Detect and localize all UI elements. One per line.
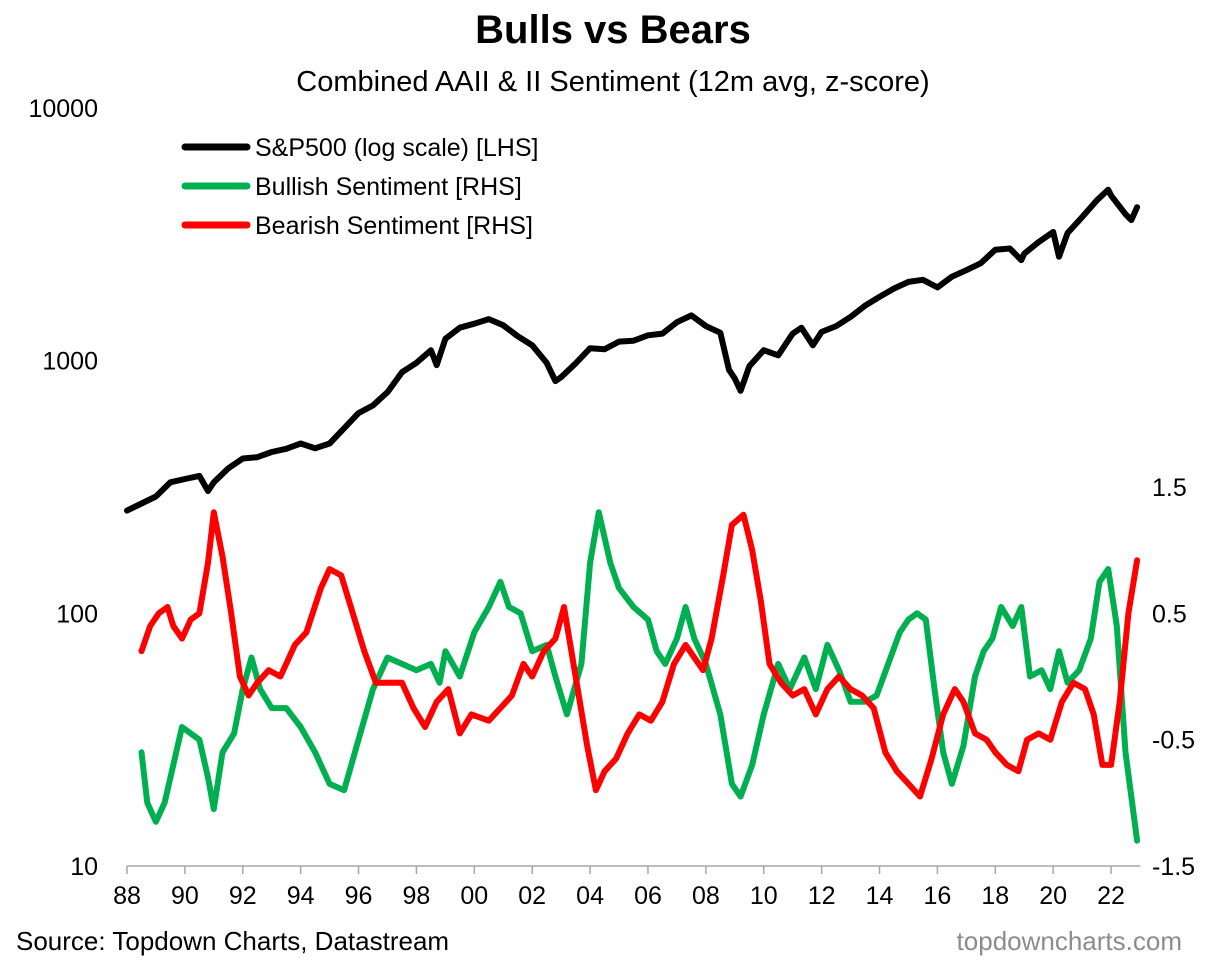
legend: S&P500 (log scale) [LHS] Bullish Sentimen… xyxy=(181,134,538,240)
chart-subtitle: Combined AAII & II Sentiment (12m avg, z… xyxy=(296,66,930,98)
series-lines xyxy=(124,186,1141,844)
x-tick-label: 14 xyxy=(866,882,894,910)
x-tick-label: 94 xyxy=(287,882,315,910)
y-right-tick-label: 0.5 xyxy=(1152,600,1187,628)
x-tick-label: 92 xyxy=(229,882,257,910)
sp500-line xyxy=(124,186,1141,514)
x-tick-label: 02 xyxy=(518,882,546,910)
y-left-tick-label: 10 xyxy=(70,853,98,881)
source-note: Source: Topdown Charts, Datastream xyxy=(16,926,450,956)
x-tick-label: 10 xyxy=(750,882,778,910)
y-right-tick-label: 1.5 xyxy=(1152,474,1187,502)
legend-label: S&P500 (log scale) [LHS] xyxy=(255,134,538,162)
axes: 88 90 92 94 96 98 00 02 04 06 08 10 12 14 16 18 20 22 10 10… xyxy=(28,95,1195,910)
legend-label: Bullish Sentiment [RHS] xyxy=(255,173,522,201)
x-tick-label: 98 xyxy=(403,882,431,910)
x-tick-label: 20 xyxy=(1039,882,1067,910)
bearish-sentiment-line xyxy=(138,509,1141,800)
x-tick-label: 08 xyxy=(692,882,720,910)
x-tick-label: 12 xyxy=(808,882,836,910)
y-right-tick-label: -0.5 xyxy=(1152,727,1195,755)
y-left-tick-label: 10000 xyxy=(28,95,98,123)
x-tick-label: 00 xyxy=(460,882,488,910)
y-left-tick-label: 100 xyxy=(56,600,98,628)
x-tick-label: 18 xyxy=(981,882,1009,910)
x-tick-label: 90 xyxy=(171,882,199,910)
x-tick-label: 88 xyxy=(113,882,141,910)
x-tick-label: 22 xyxy=(1097,882,1125,910)
y-left-tick-label: 1000 xyxy=(42,348,98,376)
legend-label: Bearish Sentiment [RHS] xyxy=(255,212,533,240)
bullish-sentiment-line xyxy=(138,509,1141,844)
watermark: topdowncharts.com xyxy=(956,926,1182,956)
x-tick-label: 16 xyxy=(923,882,951,910)
y-right-tick-label: -1.5 xyxy=(1152,853,1195,881)
x-tick-label: 96 xyxy=(345,882,373,910)
x-tick-label: 04 xyxy=(576,882,604,910)
x-tick-label: 06 xyxy=(634,882,662,910)
chart-title: Bulls vs Bears xyxy=(475,8,751,52)
